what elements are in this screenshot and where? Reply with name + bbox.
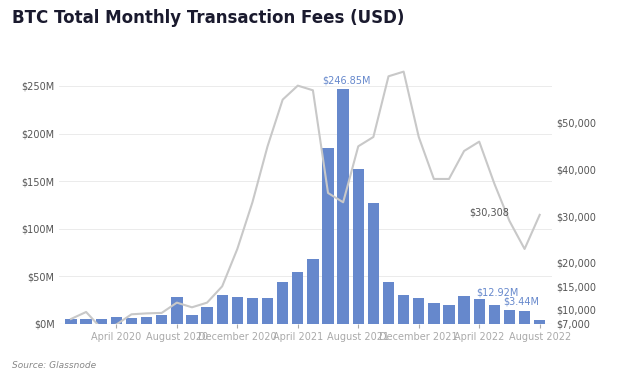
- Bar: [413, 298, 425, 324]
- Text: $12.92M: $12.92M: [476, 287, 518, 297]
- Bar: [398, 295, 409, 324]
- Bar: [126, 318, 137, 324]
- Text: $3.44M: $3.44M: [503, 296, 539, 306]
- Bar: [504, 310, 515, 324]
- Bar: [262, 298, 273, 324]
- Bar: [247, 298, 258, 324]
- Text: Source: Glassnode: Source: Glassnode: [12, 361, 97, 370]
- Bar: [519, 311, 530, 324]
- Bar: [95, 319, 107, 324]
- Bar: [292, 272, 303, 324]
- Bar: [202, 308, 213, 324]
- Bar: [141, 317, 153, 324]
- Bar: [428, 303, 440, 324]
- Bar: [156, 315, 167, 324]
- Bar: [171, 297, 182, 324]
- Bar: [353, 169, 364, 324]
- Text: $246.85M: $246.85M: [322, 75, 370, 85]
- Bar: [308, 259, 319, 324]
- Bar: [534, 320, 546, 324]
- Bar: [458, 296, 470, 324]
- Bar: [322, 148, 334, 324]
- Bar: [474, 299, 485, 324]
- Text: PRO: PRO: [542, 20, 578, 35]
- Bar: [232, 297, 243, 324]
- Bar: [81, 319, 92, 324]
- Bar: [277, 282, 288, 324]
- Text: BTC Total Monthly Transaction Fees (USD): BTC Total Monthly Transaction Fees (USD): [12, 9, 405, 27]
- Bar: [186, 315, 198, 324]
- Bar: [111, 317, 122, 324]
- Bar: [383, 282, 394, 324]
- Bar: [368, 203, 379, 324]
- Bar: [443, 305, 454, 324]
- Bar: [216, 295, 228, 324]
- Bar: [337, 89, 349, 324]
- Bar: [65, 319, 77, 324]
- Bar: [489, 305, 500, 324]
- Text: $30,308: $30,308: [469, 208, 510, 218]
